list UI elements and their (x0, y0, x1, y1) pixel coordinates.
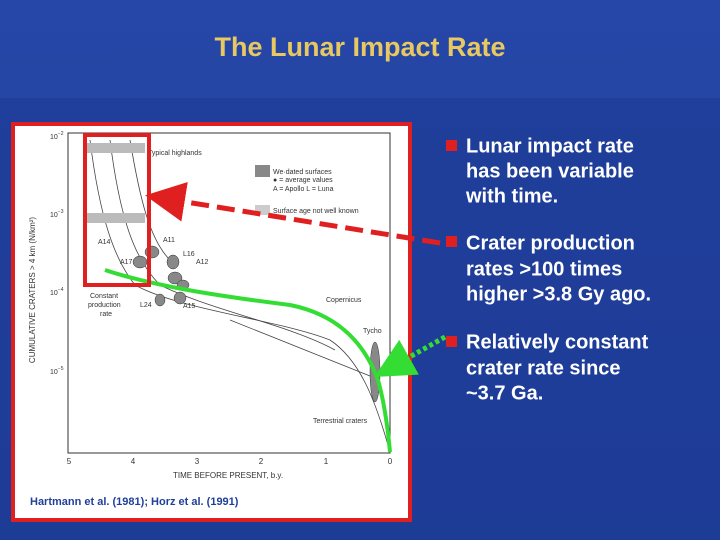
y-ticks: 10−2 10−3 10−4 10−5 (50, 131, 64, 376)
bullet-line: higher >3.8 Gy ago. (466, 283, 651, 305)
bullet-line: rates >100 times (466, 258, 622, 280)
x-tick: 0 (388, 457, 393, 466)
x-tick: 5 (67, 457, 72, 466)
annotation: A15 (183, 303, 196, 310)
band-16 (85, 213, 145, 223)
x-tick: 4 (131, 457, 136, 466)
legend-item: A = Apollo L = Luna (273, 186, 334, 193)
legend: We·dated surfaces ● = average values A =… (273, 169, 359, 215)
bullet-marker (446, 336, 457, 347)
red-arrow (145, 182, 441, 246)
bullet-marker (446, 236, 457, 247)
annotation: rate (100, 311, 112, 318)
annotation: A14 (98, 239, 111, 246)
legend-swatch (255, 165, 270, 177)
legend-item: Surface age not well known (273, 208, 359, 215)
x-tick: 2 (259, 457, 264, 466)
annotation: A12 (196, 259, 209, 266)
green-arrow (374, 334, 447, 377)
annotation: L16 (183, 251, 195, 258)
bullets: Lunar impact rate has been variable with… (446, 135, 651, 404)
annotation: L24 (140, 302, 152, 309)
x-axis-label: TIME BEFORE PRESENT, b.y. (173, 471, 283, 480)
bullet-line: has been variable (466, 160, 634, 182)
annotation: Tycho (363, 328, 382, 335)
y-tick: 10−4 (50, 287, 64, 297)
green-curve (104, 268, 392, 453)
bullet-line: with time. (465, 185, 558, 207)
highlands-band (85, 143, 145, 153)
annotation: Copernicus (326, 297, 362, 304)
annotation: A17 (120, 259, 133, 266)
bullet-line: ~3.7 Ga. (466, 382, 543, 404)
annotation: Typical highlands (148, 150, 202, 157)
annotation: Constant (90, 293, 118, 300)
citation: Hartmann et al. (1981); Horz et al. (199… (30, 496, 239, 508)
y-tick: 10−5 (50, 366, 64, 376)
x-tick: 3 (195, 457, 200, 466)
y-tick: 10−2 (50, 131, 64, 141)
annotation: A11 (163, 237, 175, 244)
bullet-line: Crater production (466, 232, 635, 254)
legend-swatch (255, 205, 270, 215)
y-tick: 10−3 (50, 209, 64, 219)
bullet-line: Relatively constant (466, 331, 649, 353)
bullet-line: crater rate since (466, 357, 621, 379)
title: The Lunar Impact Rate (214, 32, 505, 62)
y-axis-label: CUMULATIVE CRATERS > 4 km (N/km²) (28, 217, 37, 363)
annotation: Terrestrial craters (313, 418, 368, 425)
figure-frame (11, 122, 412, 522)
annotation: production (88, 302, 121, 309)
annotations: Typical highlands A14 A11 L16 A17 A12 L2… (88, 150, 382, 425)
legend-item: ● = average values (273, 177, 333, 184)
x-tick: 1 (324, 457, 329, 466)
x-ticks: 5 4 3 2 1 0 (67, 457, 393, 466)
bullet-marker (446, 140, 457, 151)
legend-item: We·dated surfaces (273, 169, 332, 176)
plot-area (67, 132, 391, 454)
bullet-line: Lunar impact rate (466, 135, 634, 157)
